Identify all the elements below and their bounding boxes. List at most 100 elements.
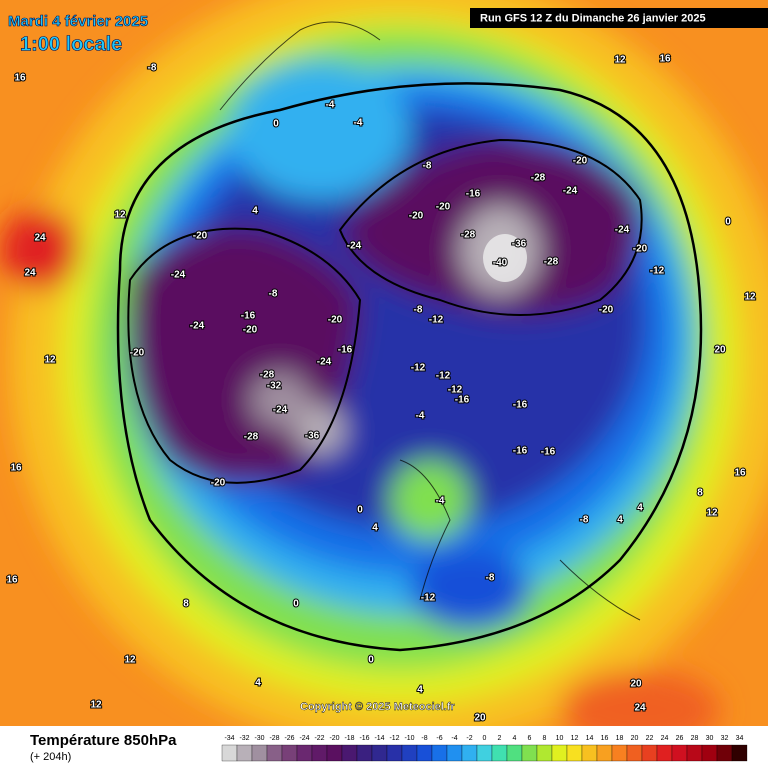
isotherm-label: -20 [243,325,258,336]
isotherm-label: 16 [659,54,671,65]
isotherm-label: 20 [714,345,726,356]
isotherm-label: -8 [414,305,423,316]
isotherm-label: -28 [461,230,476,241]
scale-swatch [416,744,433,762]
isotherm-label: -20 [633,244,648,255]
isotherm-label: -8 [269,289,278,300]
isotherm-label: 16 [734,468,746,479]
isotherm-label: 4 [252,206,258,217]
isotherm-label: -8 [486,573,495,584]
scale-tick-label: 16 [601,735,609,742]
isotherm-label: -28 [531,173,546,184]
isotherm-label: 20 [630,679,642,690]
scale-tick-label: -12 [389,735,399,742]
scale-tick-label: 34 [736,735,744,742]
isotherm-label: -16 [513,400,528,411]
scale-swatch [566,744,583,762]
run-box [470,8,768,28]
scale-tick-label: -14 [374,735,384,742]
scale-tick-label: -8 [421,735,427,742]
isotherm-label: 0 [725,217,731,228]
isotherm-label: -4 [326,100,335,111]
isotherm-label: -16 [455,395,470,406]
scale-tick-label: -26 [284,735,294,742]
scale-swatch [671,744,688,762]
isotherm-label: 12 [706,508,718,519]
scale-tick-label: -34 [224,735,234,742]
scale-swatch [281,744,298,762]
isotherm-label: -8 [148,63,157,74]
isotherm-label: -24 [347,241,362,252]
scale-swatch [596,744,613,762]
scale-tick-label: -18 [344,735,354,742]
scale-tick-label: 30 [706,735,714,742]
scale-swatch [431,744,448,762]
scale-swatch [641,744,658,762]
isotherm-label: -24 [190,321,205,332]
isotherm-label: 12 [614,55,626,66]
isotherm-label: -4 [436,496,445,507]
isotherm-label: 0 [368,655,374,666]
isotherm-label: -16 [466,189,481,200]
scale-swatch [506,744,523,762]
isotherm-label: 12 [114,210,126,221]
isotherm-label: -20 [328,315,343,326]
scale-tick-label: -22 [314,735,324,742]
scale-swatch [296,744,313,762]
isotherm-label: -20 [573,156,588,167]
scale-tick-label: -20 [329,735,339,742]
isotherm-label: -20 [409,211,424,222]
scale-tick-label: 10 [556,735,564,742]
isotherm-label: -28 [260,370,275,381]
scale-swatch [476,744,493,762]
scale-swatch [236,744,253,762]
scale-swatch [686,744,703,762]
scale-tick-label: -4 [451,735,457,742]
scale-tick-label: 2 [498,735,502,742]
scale-tick-label: -2 [466,735,472,742]
scale-swatch [626,744,643,762]
scale-tick-label: -32 [239,735,249,742]
isotherm-labels: 16-824241212-20-24-24-20-16-20-24-28-32-… [5,53,757,725]
scale-tick-label: 14 [586,735,594,742]
scale-swatch [221,744,238,762]
isotherm-label: 16 [10,463,22,474]
isotherm-label: -36 [305,431,320,442]
isotherm-label: -24 [171,270,186,281]
scale-tick-label: 26 [676,735,684,742]
forecast-date: Mardi 4 février 2025 [8,13,148,30]
scale-tick-label: 8 [543,735,547,742]
scale-swatch [461,744,478,762]
scale-swatch [581,744,598,762]
scale-swatch [731,744,748,762]
scale-swatch [251,744,268,762]
isotherm-label: 24 [34,233,46,244]
scale-swatch [701,744,718,762]
isotherm-label: -12 [429,315,444,326]
color-scale: -34 -32 -30 -28 -26 -24 -22 -20 -18 -16 -14 -12 -10-… [221,735,748,762]
scale-tick-label: 24 [661,735,669,742]
isotherm-label: -16 [513,446,528,457]
scale-tick-label: 4 [513,735,517,742]
scale-tick-label: 28 [691,735,699,742]
scale-tick-label: 6 [528,735,532,742]
isotherm-label: -12 [411,363,426,374]
isotherm-label: 24 [634,703,646,714]
isotherm-label: -8 [423,161,432,172]
isotherm-label: 12 [124,655,136,666]
isotherm-label: 0 [273,119,279,130]
isotherm-label: -12 [421,593,436,604]
isotherm-label: 0 [293,599,299,610]
isotherm-label: -12 [436,371,451,382]
isotherm-label: -28 [544,257,559,268]
scale-swatch [716,744,733,762]
isotherm-label: -12 [650,266,665,277]
isotherm-label: -20 [193,231,208,242]
isotherm-label: 16 [14,73,26,84]
scale-tick-label: -24 [299,735,309,742]
scale-swatch [446,744,463,762]
isotherm-label: -32 [267,381,282,392]
scale-tick-label: -10 [404,735,414,742]
scale-tick-label: -30 [254,735,264,742]
